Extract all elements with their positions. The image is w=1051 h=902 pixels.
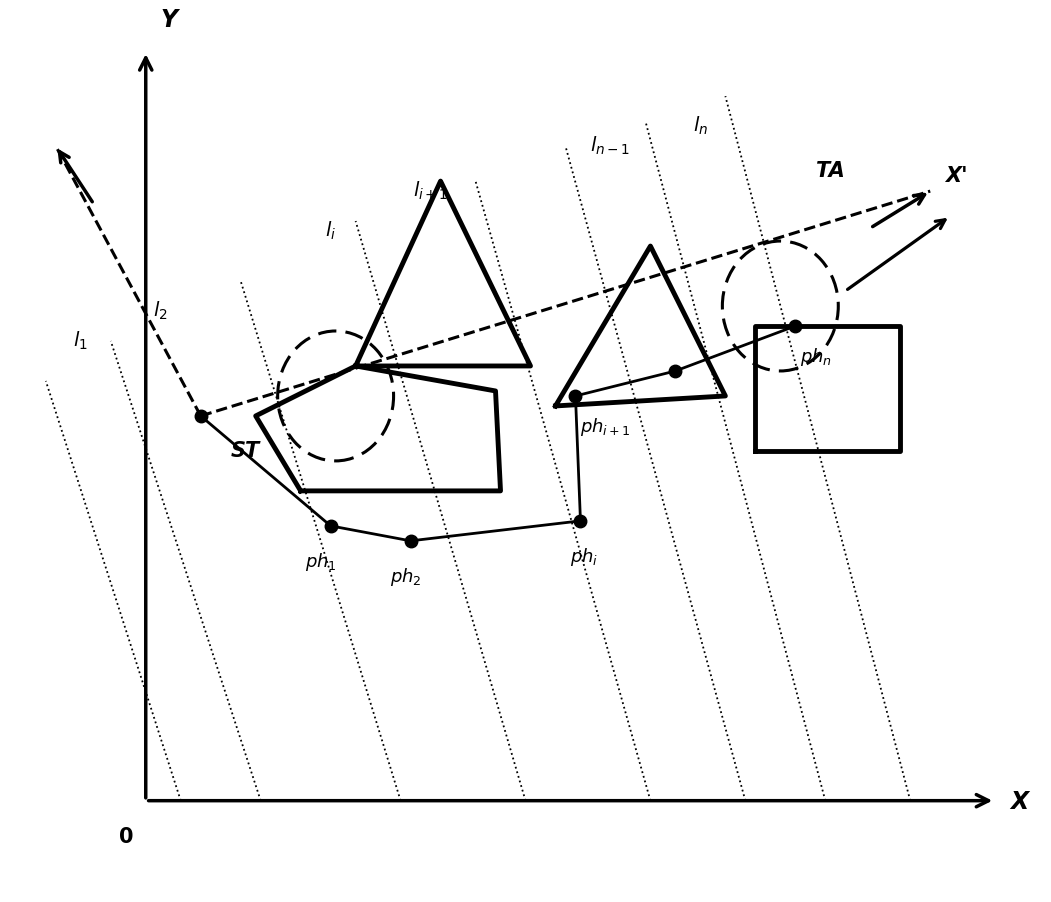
Text: X': X'	[945, 166, 968, 186]
Text: $l_{i+1}$: $l_{i+1}$	[413, 179, 448, 202]
Text: 0: 0	[119, 825, 133, 846]
Text: $l_i$: $l_i$	[325, 220, 336, 242]
Text: $l_n$: $l_n$	[693, 115, 708, 137]
Text: $ph_i$: $ph_i$	[571, 545, 599, 567]
Text: X: X	[1010, 789, 1029, 813]
Text: $l_1$: $l_1$	[74, 329, 88, 352]
Text: $ph_n$: $ph_n$	[800, 345, 832, 367]
Text: $ph_{i+1}$: $ph_{i+1}$	[580, 416, 632, 437]
Text: $ph_2$: $ph_2$	[390, 566, 421, 587]
Text: TA: TA	[816, 161, 845, 181]
Text: $ph_1$: $ph_1$	[305, 550, 336, 572]
Text: ST: ST	[231, 440, 260, 460]
Text: Y: Y	[161, 8, 178, 32]
Text: $l_{n-1}$: $l_{n-1}$	[591, 135, 631, 157]
Text: $l_2$: $l_2$	[153, 299, 168, 322]
